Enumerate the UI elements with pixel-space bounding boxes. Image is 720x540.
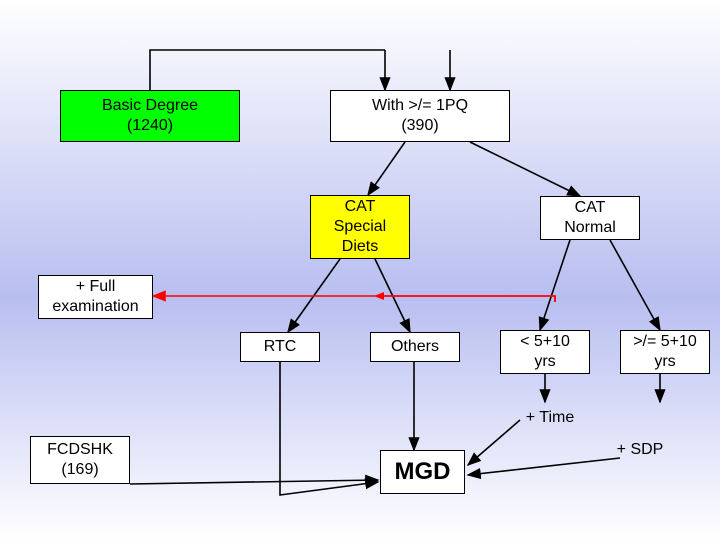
node-with-pq-line: With >/= 1PQ bbox=[372, 96, 468, 116]
node-cat-normal-line: Normal bbox=[564, 218, 616, 238]
node-others: Others bbox=[370, 332, 460, 362]
arrow bbox=[470, 142, 580, 196]
node-full-exam: + Fullexamination bbox=[38, 275, 153, 319]
node-rtc: RTC bbox=[240, 332, 320, 362]
node-with-pq: With >/= 1PQ(390) bbox=[330, 90, 510, 142]
arrow-head bbox=[374, 292, 384, 300]
node-gte-years-line: yrs bbox=[654, 352, 675, 372]
node-mgd-line: MGD bbox=[395, 457, 451, 487]
node-fcdshk-line: (169) bbox=[61, 460, 98, 480]
arrow bbox=[378, 296, 555, 302]
arrow bbox=[150, 50, 385, 90]
arrow bbox=[468, 458, 620, 475]
arrow bbox=[610, 240, 660, 330]
node-fcdshk: FCDSHK(169) bbox=[30, 436, 130, 484]
arrow bbox=[288, 259, 340, 332]
node-full-exam-line: + Full bbox=[76, 277, 116, 297]
node-cat-normal-line: CAT bbox=[575, 198, 606, 218]
label-plus-sdp: + SDP bbox=[600, 440, 680, 460]
node-basic-degree: Basic Degree(1240) bbox=[60, 90, 240, 142]
node-lt-years: < 5+10yrs bbox=[500, 330, 590, 374]
node-fcdshk-line: FCDSHK bbox=[47, 440, 113, 460]
node-lt-years-line: yrs bbox=[534, 352, 555, 372]
node-full-exam-line: examination bbox=[52, 297, 138, 317]
arrow bbox=[153, 296, 555, 302]
node-gte-years-line: >/= 5+10 bbox=[633, 332, 697, 352]
arrow bbox=[540, 240, 570, 330]
node-cat-special-line: Diets bbox=[342, 237, 378, 257]
node-mgd: MGD bbox=[380, 450, 465, 494]
node-cat-special: CATSpecialDiets bbox=[310, 195, 410, 259]
node-cat-normal: CATNormal bbox=[540, 196, 640, 240]
arrow bbox=[130, 480, 378, 484]
node-basic-degree-line: Basic Degree bbox=[102, 96, 198, 116]
node-lt-years-line: < 5+10 bbox=[520, 332, 570, 352]
node-cat-special-line: Special bbox=[334, 217, 386, 237]
diagram-canvas: Basic Degree(1240)With >/= 1PQ(390)CATSp… bbox=[0, 0, 720, 540]
node-basic-degree-line: (1240) bbox=[127, 116, 173, 136]
arrow bbox=[280, 362, 378, 495]
arrow bbox=[375, 259, 410, 332]
node-rtc-line: RTC bbox=[264, 337, 297, 357]
node-with-pq-line: (390) bbox=[401, 116, 438, 136]
arrow bbox=[368, 142, 405, 195]
node-cat-special-line: CAT bbox=[345, 197, 376, 217]
label-plus-time: + Time bbox=[510, 408, 590, 428]
node-gte-years: >/= 5+10yrs bbox=[620, 330, 710, 374]
node-others-line: Others bbox=[391, 337, 439, 357]
